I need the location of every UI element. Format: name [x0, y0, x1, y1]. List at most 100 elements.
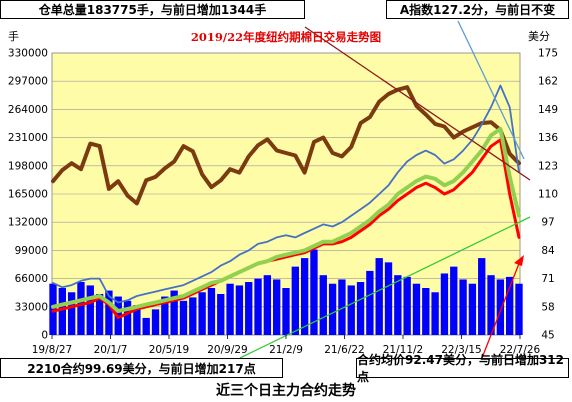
volume-bar	[319, 275, 327, 335]
average-price-info: 合约均价92.47美分，与前日增加312点	[356, 353, 569, 384]
left-tick-label: 231000	[8, 132, 48, 144]
volume-bar	[338, 279, 346, 335]
right-tick-label: 149	[538, 104, 558, 116]
x-tick-label: 21/6/22	[324, 344, 364, 356]
right-tick-label: 162	[538, 76, 558, 88]
volume-bar	[412, 283, 421, 335]
left-tick-label: 0	[41, 330, 48, 342]
volume-bar	[310, 249, 318, 335]
volume-bar	[161, 296, 169, 335]
a-index-info: A指数127.2分，与前日不变	[386, 0, 569, 19]
right-tick-label: 84	[541, 245, 555, 257]
volume-bar	[67, 292, 76, 335]
left-tick-label: 132000	[8, 217, 48, 229]
right-tick-label: 45	[541, 330, 554, 342]
series-line	[51, 138, 521, 320]
volume-bar	[235, 285, 244, 335]
right-tick-label: 58	[541, 301, 554, 313]
volume-bar	[394, 275, 402, 335]
warehouse-receipt-info: 仓单总量183775手，与前日增加1344手	[0, 0, 305, 19]
right-tick-label: 110	[538, 189, 558, 201]
chart-title: 2019/22年度纽约期棉日交易走势图	[191, 30, 381, 44]
volume-bar	[478, 258, 486, 335]
x-tick-label: 22/3/15	[441, 344, 481, 356]
right-axis-label: 美分	[528, 30, 550, 43]
volume-bar	[198, 292, 206, 335]
volume-bar	[189, 297, 197, 335]
trend-annotations	[239, 20, 531, 358]
volume-bar	[86, 285, 94, 335]
volume-bar	[263, 275, 272, 335]
volume-bar	[273, 279, 281, 335]
right-tick-label: 136	[538, 132, 558, 144]
x-tick-label: 21/11/2	[383, 344, 423, 356]
volume-bar	[328, 283, 337, 335]
left-axis-label: 手	[8, 29, 19, 43]
volume-bar	[133, 305, 141, 335]
series-line	[51, 126, 521, 314]
volume-bar	[245, 282, 253, 335]
series-line	[52, 84, 520, 304]
volume-bar	[179, 300, 188, 335]
volume-bar	[440, 273, 449, 335]
volume-bar	[170, 290, 178, 335]
volume-bar	[58, 288, 66, 335]
volume-bar	[450, 266, 458, 335]
volume-bar	[496, 279, 505, 335]
left-tick-label: 165000	[8, 189, 48, 201]
volume-bar	[282, 288, 290, 335]
left-tick-label: 33000	[15, 301, 48, 313]
red-arrow-shaft	[481, 260, 521, 358]
volume-bar	[431, 292, 439, 335]
right-tick-label: 175	[538, 48, 558, 60]
x-tick-label: 21/2/9	[269, 344, 303, 356]
green-trendline	[239, 216, 531, 358]
left-tick-label: 198000	[8, 160, 48, 172]
red-arrow-head	[514, 255, 524, 266]
x-tick-label: 20/9/29	[207, 344, 247, 356]
volume-bar	[95, 293, 104, 335]
volume-bar	[151, 309, 160, 335]
brown-trendline	[304, 26, 531, 181]
left-tick-label: 66000	[15, 273, 48, 285]
volume-bar	[123, 300, 132, 335]
volume-bar	[375, 258, 383, 335]
right-tick-label: 97	[541, 217, 554, 229]
left-axis-ticks: 0 33000 66000 99000 132000 165000 198000 231000…	[8, 48, 48, 342]
left-tick-label: 330000	[8, 48, 48, 60]
contract-2210-info: 2210合约99.69美分，与前日增加217点	[0, 358, 283, 378]
right-tick-label: 123	[538, 160, 558, 172]
volume-bar	[422, 288, 430, 335]
x-tick-label: 20/5/19	[149, 344, 189, 356]
left-tick-label: 264000	[8, 104, 48, 116]
x-tick-label: 20/1/7	[94, 344, 128, 356]
volume-bar	[487, 275, 495, 335]
volume-bar	[217, 293, 225, 335]
volume-bar	[506, 276, 514, 335]
volume-bar	[384, 262, 393, 335]
chart-caption: 近三个日主力合约走势	[216, 383, 356, 399]
volume-bar	[515, 283, 523, 335]
volume-bar	[142, 317, 150, 335]
volume-bar	[77, 282, 85, 335]
volume-bar	[207, 288, 216, 335]
volume-bar	[291, 266, 299, 335]
right-axis-ticks: 45 58 71 84 97 110 123 136 149 162 175	[538, 48, 558, 342]
x-tick-label: 19/8/27	[32, 344, 72, 356]
volume-bar	[459, 279, 467, 335]
volume-bar	[254, 278, 262, 335]
left-tick-label: 99000	[15, 245, 48, 257]
volume-bar	[49, 283, 57, 335]
series-line	[51, 85, 521, 206]
price-lines	[51, 84, 521, 320]
x-tick-label: 22/7/26	[500, 344, 541, 356]
left-tick-label: 297000	[8, 76, 48, 88]
volume-bar	[105, 290, 113, 335]
volume-bar	[366, 270, 374, 335]
volume-bar	[300, 258, 309, 335]
volume-bars	[49, 249, 523, 335]
volume-bar	[356, 282, 365, 335]
volume-bar	[347, 285, 355, 335]
blue-trendline	[457, 20, 525, 160]
volume-bar	[403, 276, 411, 335]
